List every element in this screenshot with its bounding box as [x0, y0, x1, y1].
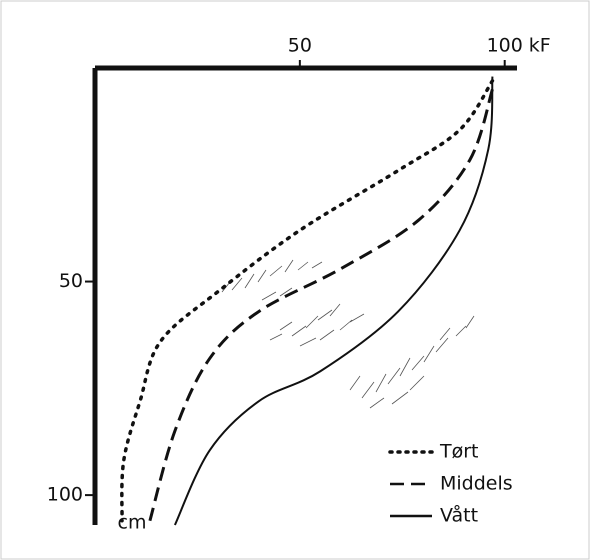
- x-tick-label: 50: [288, 35, 312, 57]
- y-tick-label: 50: [59, 270, 83, 292]
- x-tick-label: 100: [487, 35, 523, 57]
- legend-label: Vått: [440, 504, 478, 527]
- legend-label: Middels: [440, 473, 513, 495]
- y-tick-label: 100: [47, 484, 83, 506]
- x-axis-label: kF: [529, 35, 551, 57]
- legend-label: Tørt: [439, 441, 479, 463]
- chart: cm 50100kF50100TørtMiddelsVått: [0, 0, 590, 560]
